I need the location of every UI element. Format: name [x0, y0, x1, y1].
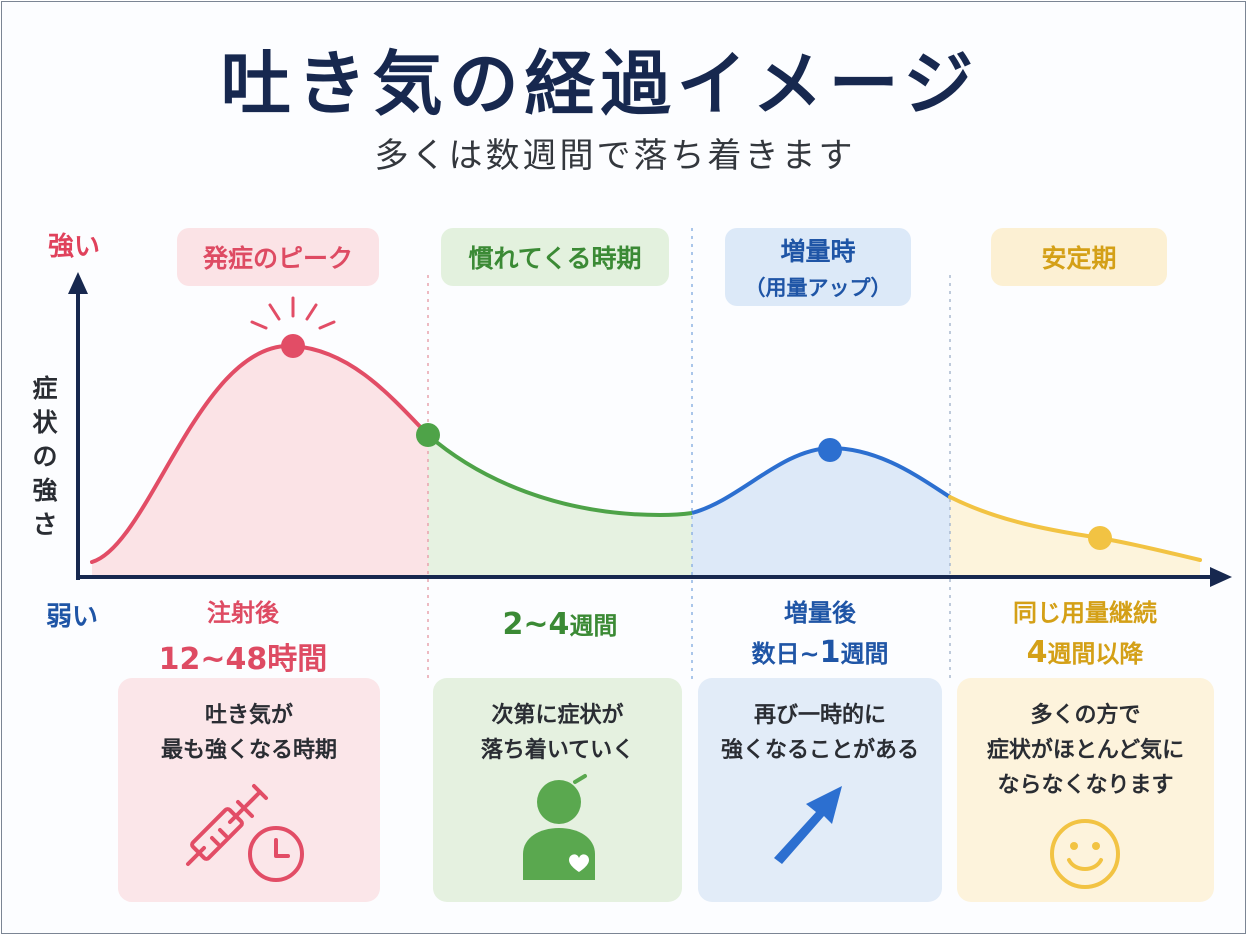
peak-point — [281, 334, 305, 358]
syringe-clock-icon — [186, 784, 304, 882]
time-label-peak: 注射後 12~48時間 — [158, 599, 328, 677]
time-label-dose-up: 増量後 数日~1週間 — [751, 599, 889, 670]
card-adapting: 次第に症状が 落ち着いていく — [433, 678, 682, 902]
page-subtitle: 多くは数週間で落ち着きます — [374, 136, 856, 176]
axis-weak-label: 弱い — [46, 602, 99, 632]
phase1-area — [92, 345, 428, 577]
card-dose-up: 再び一時的に 強くなることがある — [698, 678, 942, 902]
arrow-up-right-icon — [774, 786, 842, 864]
y-axis-arrow-icon — [68, 272, 88, 294]
phase-label-adapting: 慣れてくる時期 — [441, 228, 669, 286]
smiley-icon — [1050, 819, 1120, 889]
phase4-area — [950, 497, 1200, 577]
phase-label-peak: 発症のピーク — [177, 228, 379, 286]
page-title: 吐き気の経過イメージ — [220, 43, 980, 125]
card-stable: 多くの方で 症状がほとんど気に ならなくなります — [957, 678, 1214, 902]
time-label-stable: 同じ用量継続 4週間以降 — [1013, 599, 1157, 670]
peak-rays-icon — [250, 296, 336, 330]
time-label-adapting: 2~4週間 — [502, 607, 618, 642]
person-heart-icon — [523, 774, 595, 880]
card-peak: 吐き気が 最も強くなる時期 — [118, 678, 380, 902]
phase-label-dose-up: 増量時 （用量アップ） — [725, 228, 911, 306]
x-axis-arrow-icon — [1210, 567, 1232, 587]
transition-point — [416, 423, 440, 447]
phase-label-stable: 安定期 — [991, 228, 1167, 286]
phase2-area — [428, 435, 692, 577]
y-axis-label: 症 状 の 強 さ — [32, 374, 58, 539]
phase3-area — [692, 448, 950, 577]
phase1-curve — [90, 343, 430, 564]
axis-strong-label: 強い — [48, 232, 101, 262]
dose-up-peak-point — [818, 438, 842, 462]
phase2-curve — [426, 433, 693, 518]
stable-point — [1088, 526, 1112, 550]
